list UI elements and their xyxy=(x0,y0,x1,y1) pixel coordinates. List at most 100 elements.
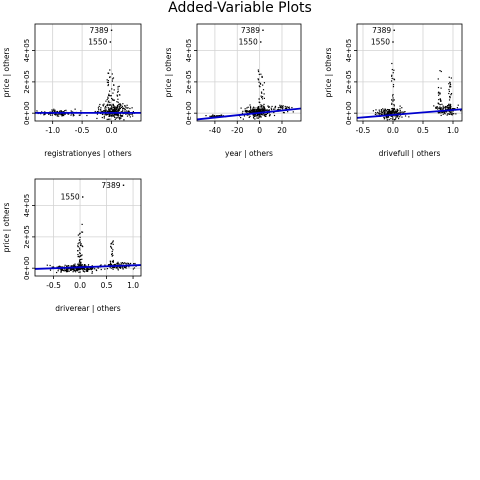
data-point xyxy=(288,108,290,110)
data-point xyxy=(439,106,441,108)
data-point xyxy=(448,83,450,85)
y-tick-label: 4e+05 xyxy=(345,39,353,63)
data-point xyxy=(262,89,265,91)
data-point xyxy=(277,107,279,109)
data-point xyxy=(131,113,134,115)
data-point xyxy=(106,79,108,81)
data-point xyxy=(270,109,273,111)
data-point xyxy=(399,105,401,107)
data-point xyxy=(383,111,386,114)
data-point xyxy=(113,110,115,112)
data-point xyxy=(284,105,286,108)
data-point xyxy=(119,114,122,116)
data-point xyxy=(65,269,67,271)
data-point xyxy=(56,266,58,268)
data-point xyxy=(119,267,122,269)
data-point xyxy=(391,111,393,113)
data-point xyxy=(387,116,390,118)
data-point xyxy=(107,82,109,84)
data-point xyxy=(60,269,62,272)
data-point xyxy=(105,107,107,109)
data-point xyxy=(250,110,252,112)
data-point xyxy=(394,115,396,117)
data-point xyxy=(439,99,442,101)
data-point xyxy=(271,105,273,108)
data-point xyxy=(441,111,443,114)
data-point xyxy=(393,110,395,113)
data-point xyxy=(393,79,396,81)
data-point xyxy=(116,117,118,119)
data-point xyxy=(386,117,389,119)
data-point xyxy=(109,118,111,120)
data-point xyxy=(391,99,393,101)
data-point xyxy=(126,104,128,106)
data-point xyxy=(126,107,128,109)
data-point xyxy=(108,113,110,116)
data-point xyxy=(90,267,92,270)
data-point xyxy=(98,108,100,110)
data-point xyxy=(451,114,453,116)
data-point xyxy=(122,268,124,270)
data-point xyxy=(66,268,68,270)
data-point xyxy=(51,114,53,116)
y-axis-title: price | others xyxy=(2,47,11,97)
data-point xyxy=(82,270,84,272)
data-point xyxy=(218,115,221,117)
y-tick-label: 0e+00 xyxy=(23,256,31,280)
data-point xyxy=(90,269,93,271)
data-point xyxy=(261,107,263,109)
data-point xyxy=(384,117,386,119)
data-point xyxy=(75,265,77,267)
data-point xyxy=(108,90,111,92)
data-point xyxy=(391,62,393,65)
data-point xyxy=(66,264,68,267)
data-point xyxy=(125,265,127,268)
data-point xyxy=(77,269,79,271)
outlier-point xyxy=(262,29,264,31)
data-point xyxy=(116,266,118,268)
data-point xyxy=(265,113,267,116)
data-point xyxy=(249,115,251,117)
data-point xyxy=(108,264,110,266)
data-point xyxy=(114,108,116,110)
data-point xyxy=(111,242,113,244)
data-point xyxy=(448,103,450,105)
data-point xyxy=(252,116,255,118)
data-point xyxy=(291,106,293,109)
data-point xyxy=(108,104,110,106)
data-point xyxy=(116,101,118,103)
data-point xyxy=(60,270,62,273)
data-point xyxy=(448,106,450,108)
data-point xyxy=(100,107,102,109)
data-point xyxy=(119,107,121,109)
data-point xyxy=(260,113,262,115)
x-tick-label: 0.0 xyxy=(106,126,118,135)
data-point xyxy=(51,266,53,268)
data-point xyxy=(254,109,257,111)
data-point xyxy=(61,268,63,270)
data-point xyxy=(448,92,450,95)
data-point xyxy=(247,110,249,112)
data-point xyxy=(71,113,73,115)
data-point xyxy=(439,92,441,94)
data-point xyxy=(455,113,457,115)
data-point xyxy=(101,110,103,113)
data-point xyxy=(268,109,270,111)
data-point xyxy=(112,261,114,264)
data-point xyxy=(384,113,386,115)
data-point xyxy=(126,115,129,117)
data-point xyxy=(386,108,388,111)
data-point xyxy=(132,115,134,117)
data-point xyxy=(87,270,89,273)
data-point xyxy=(248,116,250,119)
data-point xyxy=(53,110,55,112)
x-axis-title: registrationyes | others xyxy=(44,149,132,158)
data-point xyxy=(258,109,260,111)
data-point xyxy=(124,266,127,269)
data-point xyxy=(253,109,255,111)
data-point xyxy=(125,267,127,269)
data-point xyxy=(393,108,395,110)
data-point xyxy=(110,267,112,269)
data-point xyxy=(122,110,124,112)
data-point xyxy=(386,113,388,115)
